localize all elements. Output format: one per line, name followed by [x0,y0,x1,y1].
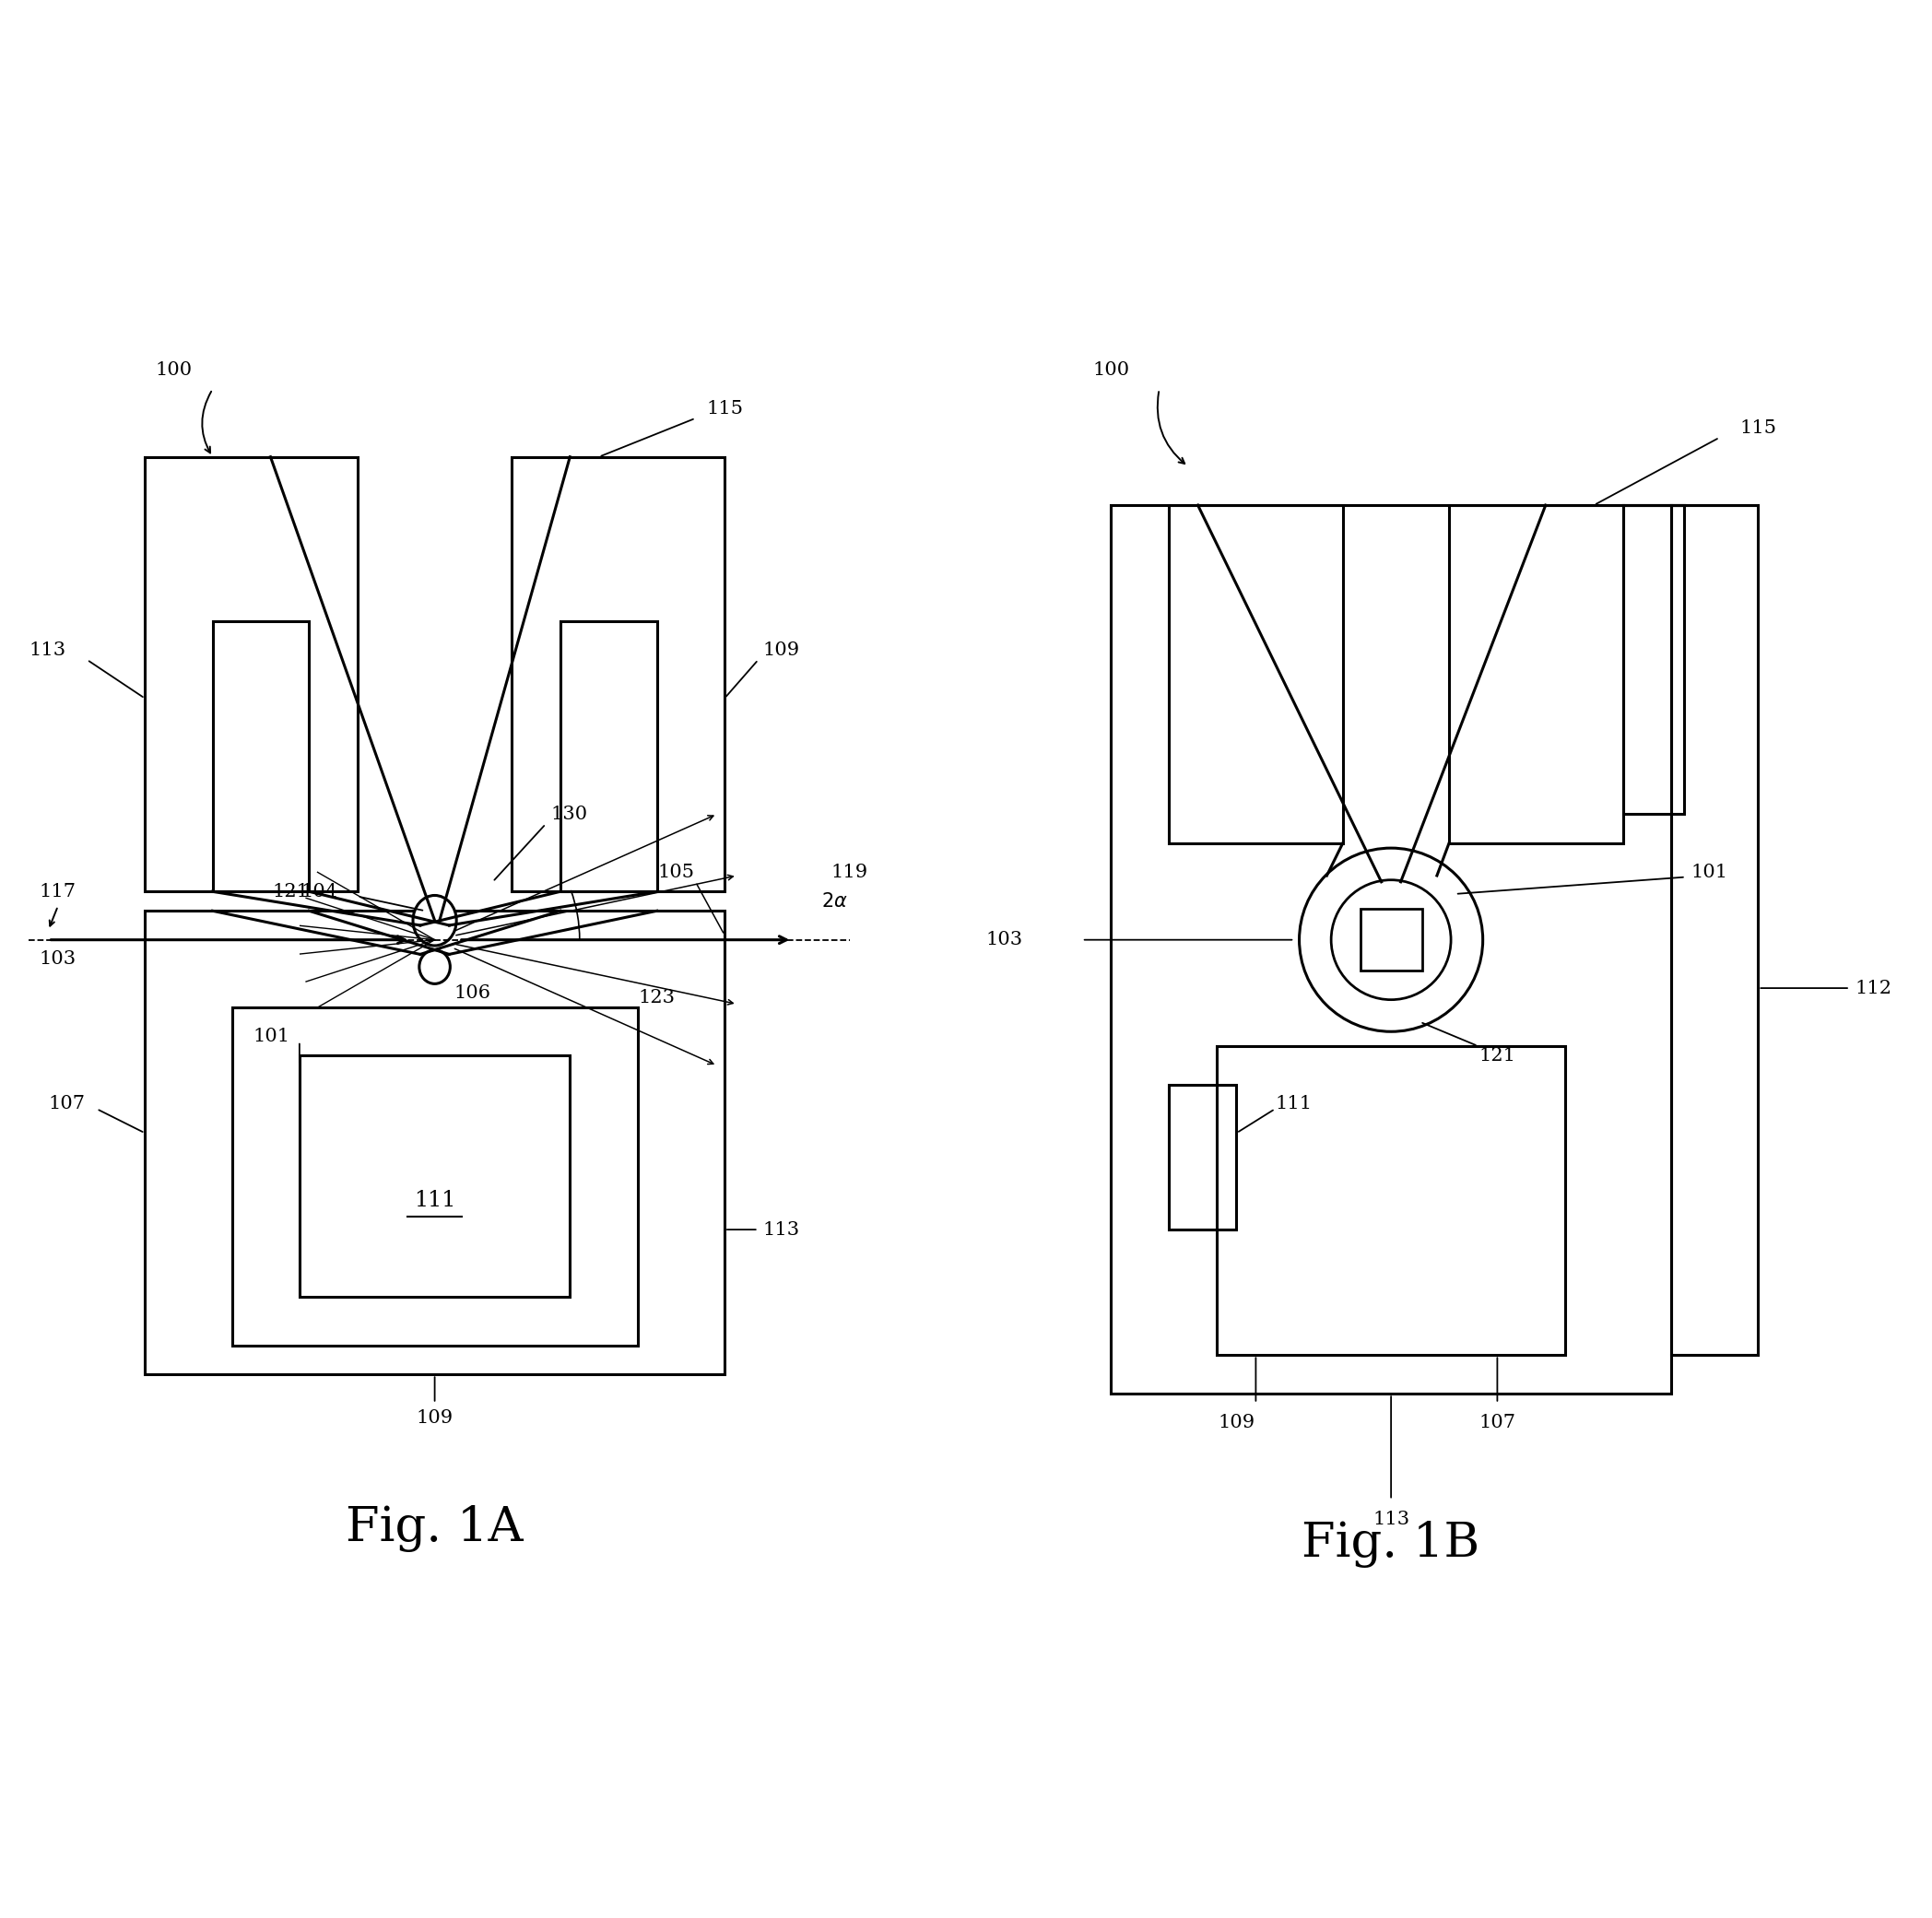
Text: 101: 101 [253,1028,290,1045]
Text: 104: 104 [301,882,338,900]
Text: 111: 111 [1275,1095,1312,1112]
Text: 109: 109 [1217,1414,1256,1431]
Text: 115: 115 [705,399,744,418]
Bar [1623,504,1685,815]
Bar [1671,504,1758,1356]
Text: 123: 123 [638,990,676,1007]
Text: 109: 109 [415,1410,454,1427]
Bar [560,621,657,892]
Text: 111: 111 [413,1189,456,1210]
Bar [232,1007,638,1346]
Text: 113: 113 [1372,1511,1410,1529]
Text: 103: 103 [985,930,1022,949]
Text: 113: 113 [29,641,66,658]
Bar [1360,909,1422,971]
Text: 107: 107 [1478,1414,1517,1431]
Bar [145,911,724,1375]
Text: 106: 106 [454,984,491,1001]
Ellipse shape [419,949,450,984]
Bar [1169,504,1343,844]
Bar [213,621,309,892]
Text: 103: 103 [39,951,77,969]
Text: 115: 115 [1739,420,1777,437]
Text: $2\alpha$: $2\alpha$ [821,892,848,911]
Bar [512,456,724,892]
Text: 121: 121 [1478,1047,1517,1064]
Text: 109: 109 [763,641,800,658]
Text: 117: 117 [39,882,77,900]
Text: 130: 130 [551,806,587,823]
Ellipse shape [413,896,456,946]
Bar [1169,1086,1236,1229]
Text: 107: 107 [48,1095,85,1112]
Bar [299,1055,570,1297]
Text: 100: 100 [1092,361,1130,378]
Text: 121: 121 [272,882,309,900]
Text: 112: 112 [1855,980,1891,997]
Bar [1111,504,1671,1394]
Text: 113: 113 [763,1222,800,1239]
Text: 100: 100 [155,361,193,378]
Text: Fig. 1B: Fig. 1B [1302,1521,1480,1567]
Bar [1449,504,1623,844]
Text: 119: 119 [831,863,867,880]
Text: 105: 105 [657,863,696,880]
Text: Fig. 1A: Fig. 1A [346,1506,524,1552]
Bar [1217,1045,1565,1356]
Text: 101: 101 [1690,863,1727,880]
Bar [145,456,357,892]
